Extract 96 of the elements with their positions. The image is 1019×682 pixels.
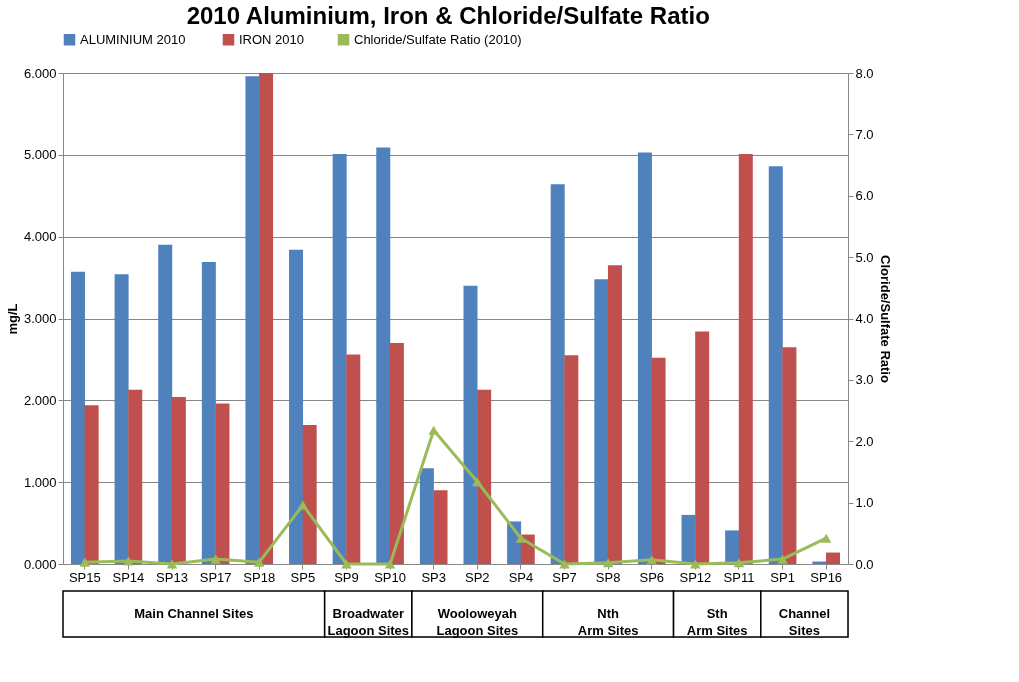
text: Sth Arm Sites [686,606,748,638]
bar [550,184,565,564]
y-tick-label: 5.000 [23,147,57,163]
text: Broadwater Lagoon Sites [327,606,410,638]
point [297,500,309,510]
legend-label: IRON 2010 [239,31,305,47]
y2-axis-title: Cloride/Sulfate Ratio [877,255,893,383]
point [210,554,221,564]
bar [826,552,841,564]
point [472,477,483,487]
y2-tick-label: 0.0 [855,556,874,572]
text: Main Channel Sites [134,606,254,621]
x-tick-label: SP1 [770,569,795,585]
x-tick-label: SP13 [156,569,188,585]
y2-tick-label: 4.0 [855,311,874,326]
legend-label: Chloride/Sulfate Ratio (2010) [354,31,522,47]
point [690,559,701,569]
y-tick-label: 6.000 [23,65,57,81]
x-tick-label: SP18 [243,569,276,585]
bar [463,285,478,564]
bar [84,405,99,564]
x-tick-label: SP5 [290,569,316,585]
x-tick-label: SP6 [639,569,665,585]
bar [245,76,260,564]
y-tick-label: 4.000 [23,229,57,245]
x-tick-label: SP9 [334,569,359,585]
bar [346,354,361,564]
y2-tick-label: 8.0 [855,65,874,81]
bar [158,244,173,564]
x-tick-label: SP11 [723,569,755,585]
point [820,533,832,543]
bar [215,403,230,564]
bar [114,274,129,564]
y-tick-label: 3.000 [23,311,57,326]
bar [594,279,609,564]
chart-title: 2010 Aluminium, Iron & Chloride/Sulfate Ratio [186,2,710,29]
y-tick-label: 1.000 [23,474,57,490]
bar [332,154,347,564]
y2-tick-label: 3.0 [855,372,874,388]
bar [738,154,753,564]
bar [70,271,85,564]
point [515,533,527,543]
bar [171,397,186,564]
point [79,557,91,567]
legend-label: ALUMINIUM 2010 [80,31,186,47]
y-tick-label: 2.000 [23,392,57,408]
y2-tick-label: 5.0 [855,249,874,265]
point [733,558,745,568]
bar [477,389,492,564]
bar [259,73,274,564]
point [602,558,614,568]
bar [782,347,797,564]
x-tick-label: SP2 [465,569,490,585]
text: Channel Sites [778,606,831,638]
point [428,425,439,435]
bar [201,262,216,564]
y2-tick-label: 6.0 [855,188,874,204]
x-tick-label: SP4 [508,569,534,585]
x-tick-label: SP17 [199,569,232,585]
x-tick-label: SP8 [595,569,621,585]
point [559,559,570,569]
y2-tick-label: 2.0 [855,433,874,449]
y2-tick-label: 7.0 [855,126,874,142]
x-tick-label: SP7 [552,569,577,585]
x-tick-label: SP10 [374,569,406,585]
bar [389,343,404,564]
point [166,559,178,569]
x-tick-label: SP16 [810,569,843,585]
bar [376,147,391,564]
point [646,555,657,565]
x-tick-label: SP3 [421,569,446,585]
text: Nth Arm Sites [577,606,639,638]
bar [607,265,622,564]
x-tick-label: SP15 [68,569,101,585]
point [384,559,396,569]
x-tick-label: SP14 [112,569,145,585]
text: Wooloweyah Lagoon Sites [436,606,519,638]
y-axis-title: mg/L [4,303,20,335]
bar [433,490,448,564]
y-tick-label: 0.000 [23,556,57,572]
point [254,557,265,567]
bar [128,389,143,564]
point [341,559,352,569]
bar [695,331,710,564]
point [777,554,788,564]
y2-tick-label: 1.0 [855,495,874,511]
bar [289,249,304,564]
bar [302,424,317,564]
bar [564,355,579,564]
bar [768,166,783,564]
bar [637,152,652,564]
bar [419,468,434,564]
bar [725,530,740,564]
x-tick-label: SP12 [679,569,712,585]
bar [651,357,666,564]
point [123,556,134,566]
